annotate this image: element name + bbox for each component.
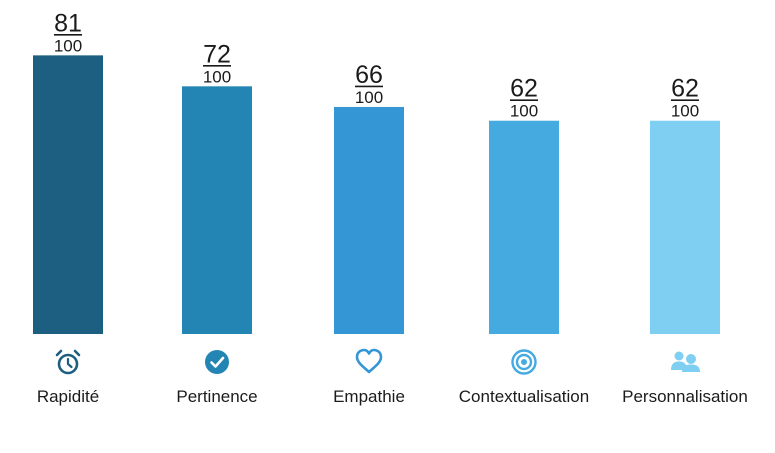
heart-icon: [355, 348, 383, 374]
check-mark: [210, 356, 225, 368]
target-middle-ring: [515, 353, 533, 371]
bar-5: [650, 120, 720, 334]
alarm-clock-bell-left: [55, 349, 63, 357]
score-value-2: 72: [203, 40, 231, 68]
user-head-front: [686, 354, 696, 364]
bar-1: [33, 55, 103, 335]
bar-3: [334, 106, 404, 335]
score-value-1: 81: [54, 9, 82, 37]
alarm-clock-face: [57, 353, 79, 375]
score-value-5: 62: [671, 75, 699, 103]
score-denominator-5: 100: [671, 102, 699, 121]
category-label-5: Personnalisation: [622, 387, 748, 406]
alarm-clock-hands: [66, 357, 73, 369]
bar-4: [489, 120, 559, 334]
alarm-clock-icon: [55, 349, 81, 375]
score-value-3: 66: [355, 61, 383, 89]
target-outer-ring: [511, 349, 537, 375]
alarm-clock-bell-right: [73, 349, 81, 357]
bar-2: [182, 86, 252, 334]
category-label-1: Rapidité: [37, 387, 99, 406]
category-label-4: Contextualisation: [459, 387, 589, 406]
target-bullseye: [521, 359, 527, 365]
score-denominator-4: 100: [510, 102, 538, 121]
check-circle-icon: [205, 350, 229, 374]
score-denominator-2: 100: [203, 67, 231, 86]
score-value-4: 62: [510, 75, 538, 103]
user-body-front: [682, 364, 700, 372]
score-denominator-3: 100: [355, 88, 383, 107]
score-denominator-1: 100: [54, 36, 82, 55]
users-icon: [671, 351, 700, 372]
heart-shape: [355, 348, 383, 374]
check-circle-disc: [205, 350, 229, 374]
user-head-back: [674, 351, 684, 361]
target-icon: [511, 349, 537, 375]
category-label-2: Pertinence: [176, 387, 257, 406]
category-label-3: Empathie: [333, 387, 405, 406]
